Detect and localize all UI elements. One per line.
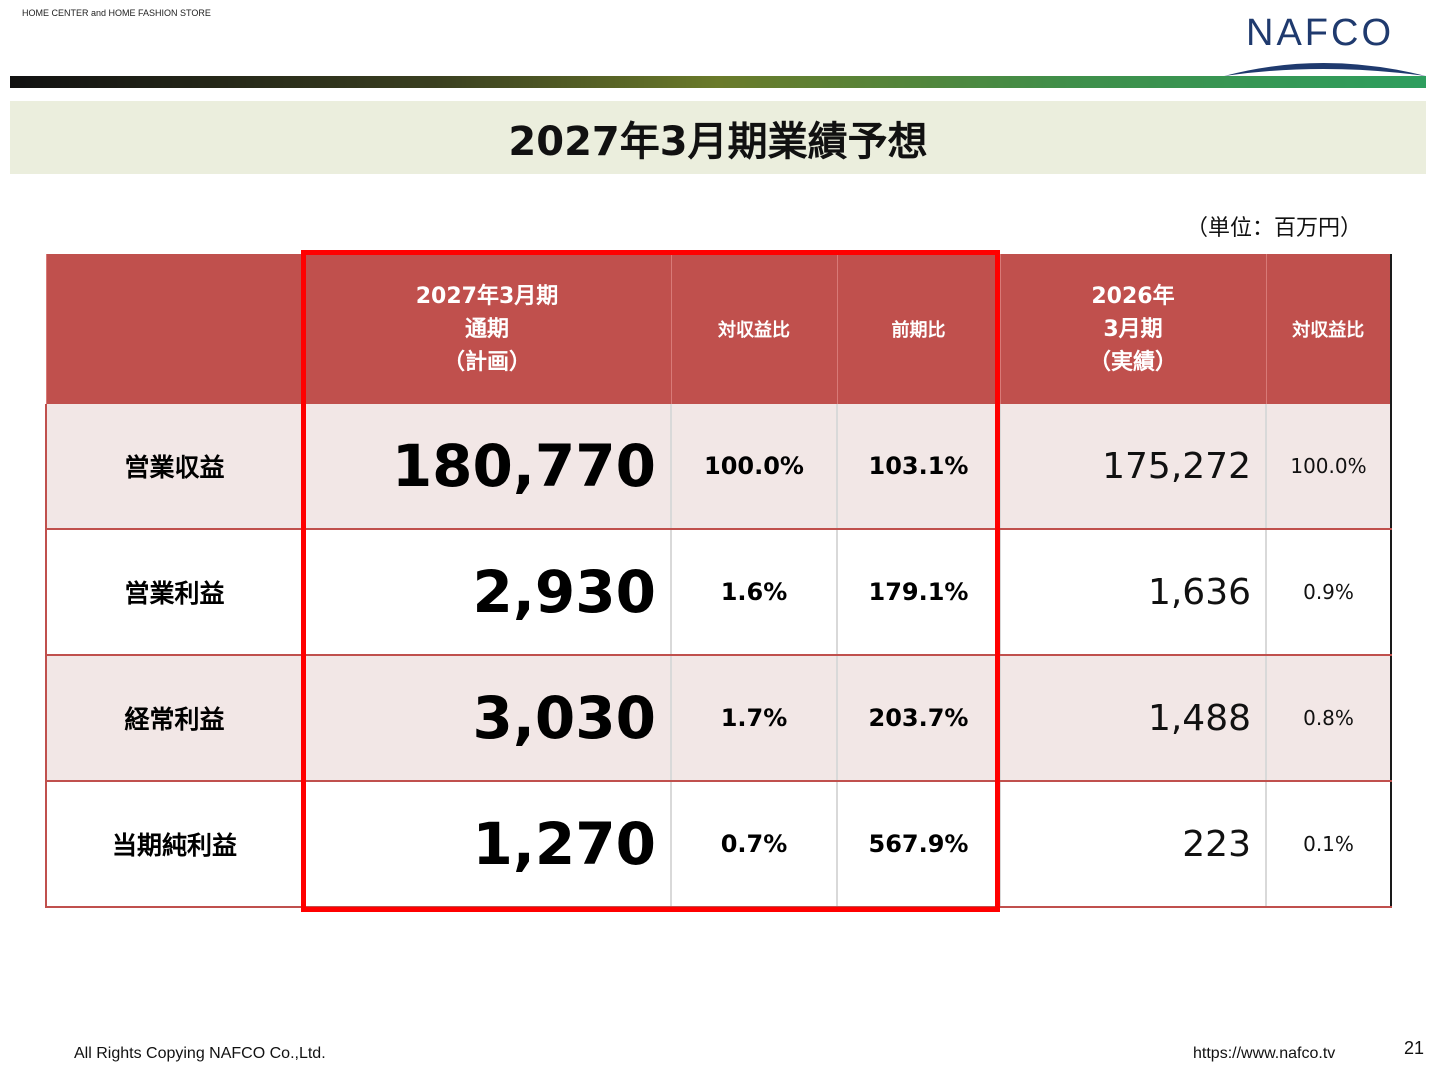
header-gradient-bar [10, 76, 1426, 88]
unit-note: （単位：百万円） [1185, 216, 1362, 241]
yoy-value: 203.7% [837, 655, 1001, 782]
row-label: 営業利益 [45, 529, 304, 656]
actual-value: 1,636 [1000, 529, 1267, 656]
row-label: 経常利益 [45, 655, 304, 782]
plan-value: 180,770 [303, 404, 672, 530]
page-title: 2027年3月期業績予想 [508, 118, 928, 165]
table-row: 当期純利益 1,270 0.7% 567.9% 223 0.1% [45, 781, 1392, 908]
forecast-table: 2027年3月期 通期 （計画） 対収益比 前期比 2026年 3月期 （実績）… [45, 254, 1392, 908]
title-band: 2027年3月期業績予想 [10, 101, 1426, 174]
header-plan: 2027年3月期 通期 （計画） [302, 254, 672, 404]
row-label: 当期純利益 [45, 781, 304, 908]
header-actual-line2: 3月期 [1103, 316, 1163, 342]
company-tagline: HOME CENTER and HOME FASHION STORE [22, 8, 211, 18]
actual-ratio-value: 0.9% [1266, 529, 1392, 656]
plan-ratio-value: 1.6% [671, 529, 838, 656]
header-plan-line3: （計画） [442, 349, 531, 375]
header-actual-ratio: 対収益比 [1265, 254, 1392, 404]
footer-url-link[interactable]: https://www.nafco.tv [1193, 1045, 1336, 1062]
row-label: 営業収益 [45, 404, 304, 530]
plan-ratio-value: 1.7% [671, 655, 838, 782]
actual-ratio-value: 100.0% [1266, 404, 1392, 530]
header-actual-line3: （実績） [1088, 349, 1177, 375]
header-plan-line2: 通期 [464, 316, 509, 342]
plan-ratio-value: 0.7% [671, 781, 838, 908]
table-header-row: 2027年3月期 通期 （計画） 対収益比 前期比 2026年 3月期 （実績）… [45, 254, 1392, 404]
table-row: 営業収益 180,770 100.0% 103.1% 175,272 100.0… [45, 404, 1392, 530]
header-actual-line1: 2026年 [1091, 283, 1175, 309]
nafco-logo: NAFCO [1222, 12, 1428, 80]
footer-copyright: All Rights Copying NAFCO Co.,Ltd. [74, 1045, 326, 1062]
actual-value: 175,272 [1000, 404, 1267, 530]
logo-wordmark: NAFCO [1246, 12, 1394, 54]
actual-ratio-value: 0.8% [1266, 655, 1392, 782]
plan-ratio-value: 100.0% [671, 404, 838, 530]
table-row: 営業利益 2,930 1.6% 179.1% 1,636 0.9% [45, 529, 1392, 656]
plan-highlight-box [301, 250, 1000, 912]
plan-value: 2,930 [303, 529, 672, 656]
plan-value: 1,270 [303, 781, 672, 908]
header-actual: 2026年 3月期 （実績） [999, 254, 1267, 404]
yoy-value: 567.9% [837, 781, 1001, 908]
logo-swoosh-icon [1224, 63, 1426, 76]
yoy-value: 103.1% [837, 404, 1001, 530]
header-empty-cell [45, 254, 304, 404]
actual-value: 223 [1000, 781, 1267, 908]
yoy-value: 179.1% [837, 529, 1001, 656]
actual-ratio-value: 0.1% [1266, 781, 1392, 908]
header-plan-line1: 2027年3月期 [415, 283, 559, 309]
table-row: 経常利益 3,030 1.7% 203.7% 1,488 0.8% [45, 655, 1392, 782]
header-plan-ratio: 対収益比 [670, 254, 838, 404]
page-number: 21 [1404, 1038, 1425, 1058]
header-yoy: 前期比 [836, 254, 1001, 404]
actual-value: 1,488 [1000, 655, 1267, 782]
plan-value: 3,030 [303, 655, 672, 782]
